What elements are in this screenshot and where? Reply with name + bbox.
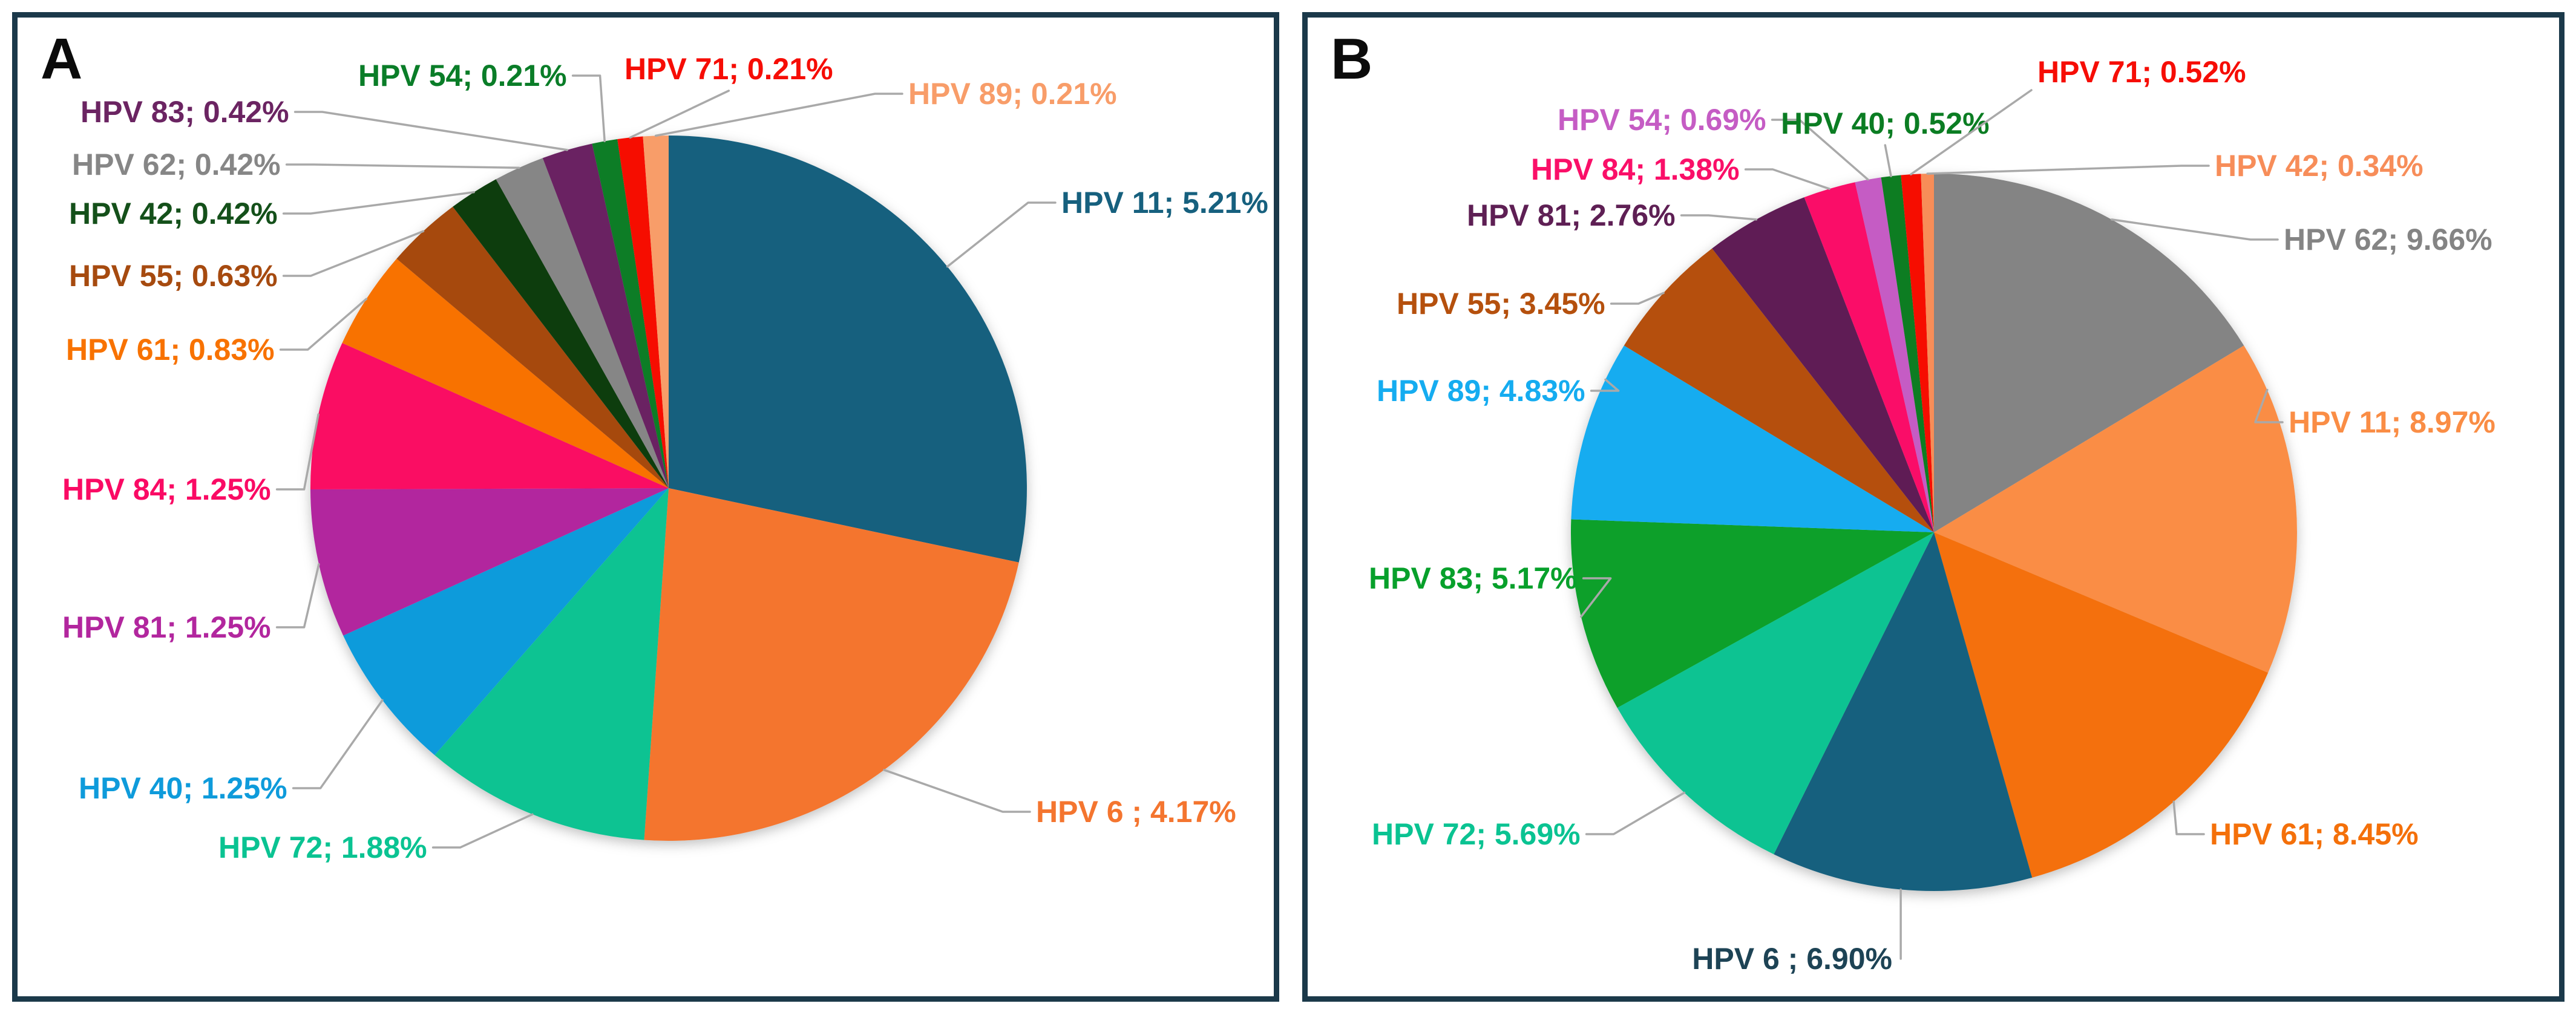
slice-label-hpv-11-b: HPV 11; 8.97% — [2289, 405, 2496, 439]
pie-slice-hpv-83-b — [1571, 519, 1934, 708]
leader-line-hpv-54-a — [571, 74, 606, 143]
pie-slice-hpv-11-b — [1934, 345, 2297, 673]
slice-label-hpv-83-b: HPV 83; 5.17% — [1369, 561, 1578, 595]
leader-line-hpv-55-b — [1610, 292, 1665, 305]
leader-line-hpv-6-a — [883, 769, 1031, 813]
pie-slice-hpv-42-b — [1921, 174, 1934, 532]
leader-line-hpv-72-a — [431, 813, 534, 849]
slice-label-hpv-61-b: HPV 61; 8.45% — [2210, 817, 2419, 851]
slice-label-hpv-55-a: HPV 55; 0.63% — [69, 259, 278, 293]
slice-label-hpv-42-a: HPV 42; 0.42% — [69, 197, 278, 230]
leader-line-hpv-71-a — [629, 90, 730, 139]
leader-line-hpv-81-a — [275, 563, 320, 628]
leader-line-hpv-81-b — [1680, 214, 1758, 221]
slice-label-hpv-40-b: HPV 40; 0.52% — [1781, 106, 1990, 140]
pie-chart-a: HPV 11; 5.21% HPV 6 ; 4.17% HPV 72; 1.88% H… — [62, 52, 1268, 864]
slice-label-hpv-61-a: HPV 61; 0.83% — [66, 333, 275, 367]
pie-slice-hpv-84-b — [1804, 182, 1934, 532]
leader-line-hpv-61-b — [2172, 800, 2205, 835]
pie-slice-hpv-11-a — [669, 135, 1027, 563]
pie-slices — [310, 135, 1027, 841]
pie-slice-hpv-54-a — [592, 139, 669, 488]
slice-label-hpv-6-a: HPV 6 ; 4.17% — [1036, 795, 1236, 829]
pie-slice-hpv-71-b — [1901, 174, 1934, 532]
slice-label-hpv-54-b: HPV 54; 0.69% — [1558, 103, 1766, 137]
slice-label-hpv-6-b: HPV 6 ; 6.90% — [1692, 942, 1892, 976]
leader-line-hpv-54-b — [1771, 119, 1869, 181]
slice-label-hpv-42-b: HPV 42; 0.34% — [2215, 149, 2424, 183]
panel-b-letter: B — [1331, 27, 1373, 91]
leader-line-hpv-40-b — [1884, 144, 1892, 177]
pie-slice-hpv-55-a — [396, 206, 669, 488]
pie-slice-hpv-40-a — [343, 488, 669, 756]
leader-line-hpv-40-a — [292, 699, 384, 789]
pie-slice-hpv-89-b — [1571, 345, 1934, 532]
leader-line-hpv-62-b — [2110, 218, 2279, 241]
pie-slices — [1571, 174, 2297, 891]
leader-line-hpv-62-a — [285, 163, 520, 169]
panel-a-letter: A — [41, 27, 83, 91]
slice-label-hpv-11-a: HPV 11; 5.21% — [1061, 186, 1268, 220]
slice-label-hpv-72-a: HPV 72; 1.88% — [218, 831, 427, 864]
leader-line-hpv-72-b — [1585, 791, 1686, 835]
pie-slice-hpv-89-a — [643, 135, 669, 488]
pie-slice-hpv-62-b — [1934, 174, 2244, 532]
panel-a: A HPV 11; 5.21% HPV 6 ; 4.17% HPV 72; 1.88… — [12, 12, 1279, 1002]
pie-slice-hpv-81-a — [310, 488, 669, 636]
leader-line-hpv-11-b — [2254, 388, 2284, 423]
leader-line-hpv-83-a — [293, 111, 568, 151]
slice-label-hpv-40-a: HPV 40; 1.25% — [79, 771, 287, 805]
panel-b: B HPV 62; 9.66% HPV 11; 8.97% HPV 61; 8.45… — [1302, 12, 2565, 1002]
pie-slice-hpv-6-a — [644, 488, 1019, 841]
pie-slice-hpv-40-b — [1881, 175, 1934, 532]
pie-slice-hpv-42-a — [453, 179, 669, 488]
pie-chart-b: HPV 62; 9.66% HPV 11; 8.97% HPV 61; 8.45% H… — [1369, 55, 2496, 976]
slice-label-hpv-83-a: HPV 83; 0.42% — [80, 95, 289, 129]
pie-slice-hpv-54-b — [1855, 177, 1934, 532]
leader-line-hpv-89-a — [654, 93, 903, 137]
pie-slice-hpv-61-a — [342, 258, 669, 488]
slice-label-hpv-84-b: HPV 84; 1.38% — [1531, 152, 1740, 186]
slice-label-hpv-89-b: HPV 89; 4.83% — [1377, 374, 1585, 408]
pie-slice-hpv-83-a — [542, 143, 669, 488]
pie-slice-hpv-71-a — [617, 136, 669, 488]
slice-label-hpv-54-a: HPV 54; 0.21% — [358, 59, 567, 93]
leader-line-hpv-84-a — [275, 413, 320, 491]
slice-label-hpv-72-b: HPV 72; 5.69% — [1372, 817, 1581, 851]
slice-label-hpv-84-a: HPV 84; 1.25% — [62, 472, 271, 506]
slice-label-hpv-81-a: HPV 81; 1.25% — [62, 610, 271, 644]
slice-label-hpv-71-a: HPV 71; 0.21% — [624, 52, 833, 86]
slice-label-hpv-55-b: HPV 55; 3.45% — [1397, 287, 1605, 321]
pie-slice-hpv-62-a — [496, 158, 669, 488]
leader-line-hpv-71-b — [1910, 89, 2033, 175]
slice-label-hpv-62-a: HPV 62; 0.42% — [72, 148, 281, 181]
slice-label-hpv-81-b: HPV 81; 2.76% — [1467, 198, 1676, 232]
pie-slice-hpv-6-b — [1774, 532, 2033, 891]
slice-label-hpv-62-b: HPV 62; 9.66% — [2284, 223, 2492, 256]
leader-line-hpv-83-b — [1580, 577, 1612, 618]
pie-slice-hpv-72-b — [1617, 532, 1934, 855]
leader-line-hpv-55-a — [282, 230, 425, 277]
pie-slice-hpv-61-b — [1934, 532, 2269, 878]
leader-line-hpv-89-b — [1590, 378, 1620, 392]
slice-label-hpv-71-b: HPV 71; 0.52% — [2037, 55, 2246, 89]
pie-slice-hpv-81-b — [1712, 197, 1934, 533]
leader-line-hpv-84-b — [1744, 168, 1830, 190]
pie-slice-hpv-72-a — [434, 488, 669, 840]
leader-line-hpv-42-a — [282, 191, 475, 215]
pie-slice-hpv-55-b — [1624, 248, 1934, 532]
leader-line-hpv-11-a — [946, 201, 1057, 268]
pie-slice-hpv-84-a — [310, 343, 669, 489]
leader-line-hpv-42-b — [1926, 165, 2210, 175]
leader-line-hpv-61-a — [279, 298, 368, 351]
slice-label-hpv-89-a: HPV 89; 0.21% — [908, 77, 1117, 111]
